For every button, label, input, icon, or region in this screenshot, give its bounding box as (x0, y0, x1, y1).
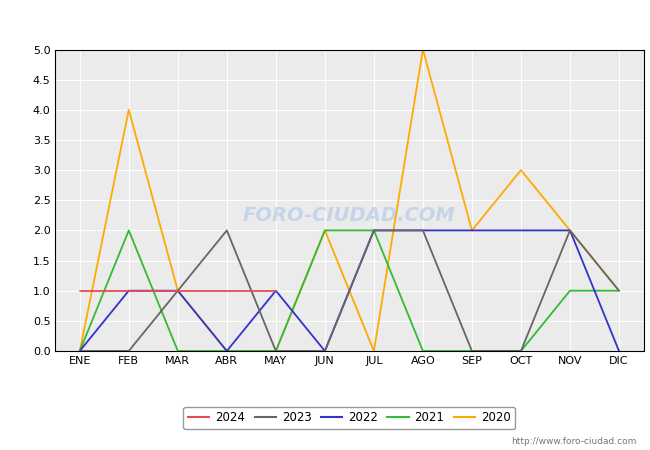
Text: http://www.foro-ciudad.com: http://www.foro-ciudad.com (512, 436, 637, 446)
Text: Matriculaciones de Vehiculos en Alió: Matriculaciones de Vehiculos en Alió (174, 10, 476, 28)
Text: FORO-CIUDAD.COM: FORO-CIUDAD.COM (243, 206, 456, 225)
Legend: 2024, 2023, 2022, 2021, 2020: 2024, 2023, 2022, 2021, 2020 (183, 407, 515, 429)
